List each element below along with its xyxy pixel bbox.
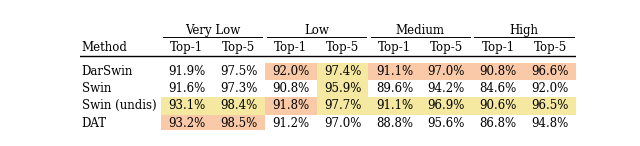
Text: Swin: Swin <box>82 82 111 95</box>
Text: 93.2%: 93.2% <box>168 117 205 130</box>
Text: 98.5%: 98.5% <box>220 117 257 130</box>
Bar <box>317 63 369 80</box>
Text: 97.4%: 97.4% <box>324 65 361 78</box>
Text: 91.1%: 91.1% <box>376 99 413 112</box>
Bar <box>369 97 420 115</box>
Bar <box>472 63 524 80</box>
Text: 90.8%: 90.8% <box>272 82 309 95</box>
Bar <box>369 63 420 80</box>
Bar <box>472 97 524 115</box>
Text: Swin (undis): Swin (undis) <box>82 99 156 112</box>
Text: 90.6%: 90.6% <box>479 99 517 112</box>
Bar <box>212 115 265 132</box>
Text: 86.8%: 86.8% <box>479 117 516 130</box>
Text: 97.0%: 97.0% <box>324 117 361 130</box>
Text: 91.6%: 91.6% <box>168 82 205 95</box>
Text: 95.6%: 95.6% <box>428 117 465 130</box>
Text: 96.9%: 96.9% <box>428 99 465 112</box>
Text: Top-1: Top-1 <box>274 41 307 54</box>
Text: Very Low: Very Low <box>185 24 241 37</box>
Text: Top-5: Top-5 <box>429 41 463 54</box>
Bar <box>420 97 472 115</box>
Text: 91.8%: 91.8% <box>272 99 309 112</box>
Text: 84.6%: 84.6% <box>479 82 516 95</box>
Text: 89.6%: 89.6% <box>376 82 413 95</box>
Bar <box>161 115 212 132</box>
Text: DAT: DAT <box>82 117 107 130</box>
Bar <box>212 97 265 115</box>
Text: Top-1: Top-1 <box>170 41 204 54</box>
Text: 92.0%: 92.0% <box>272 65 309 78</box>
Text: 91.2%: 91.2% <box>272 117 309 130</box>
Text: 96.6%: 96.6% <box>531 65 569 78</box>
Text: Top-5: Top-5 <box>222 41 255 54</box>
Text: 97.7%: 97.7% <box>324 99 361 112</box>
Text: Medium: Medium <box>396 24 445 37</box>
Text: 93.1%: 93.1% <box>168 99 205 112</box>
Text: 97.0%: 97.0% <box>428 65 465 78</box>
Text: 96.5%: 96.5% <box>531 99 569 112</box>
Bar <box>524 97 576 115</box>
Text: 92.0%: 92.0% <box>531 82 569 95</box>
Text: Top-5: Top-5 <box>533 41 566 54</box>
Bar <box>420 63 472 80</box>
Text: Low: Low <box>304 24 329 37</box>
Bar <box>161 97 212 115</box>
Text: 94.2%: 94.2% <box>428 82 465 95</box>
Text: Method: Method <box>82 41 127 54</box>
Text: 91.9%: 91.9% <box>168 65 205 78</box>
Text: 88.8%: 88.8% <box>376 117 413 130</box>
Text: 97.5%: 97.5% <box>220 65 257 78</box>
Text: Top-1: Top-1 <box>482 41 515 54</box>
Bar <box>317 97 369 115</box>
Text: 98.4%: 98.4% <box>220 99 257 112</box>
Text: High: High <box>509 24 539 37</box>
Bar <box>265 63 317 80</box>
Text: Top-1: Top-1 <box>378 41 411 54</box>
Text: 97.3%: 97.3% <box>220 82 257 95</box>
Bar <box>265 97 317 115</box>
Text: DarSwin: DarSwin <box>82 65 133 78</box>
Text: Top-5: Top-5 <box>326 41 359 54</box>
Text: 91.1%: 91.1% <box>376 65 413 78</box>
Text: 94.8%: 94.8% <box>531 117 569 130</box>
Text: 90.8%: 90.8% <box>479 65 516 78</box>
Bar <box>524 63 576 80</box>
Bar <box>317 80 369 98</box>
Text: 95.9%: 95.9% <box>324 82 361 95</box>
